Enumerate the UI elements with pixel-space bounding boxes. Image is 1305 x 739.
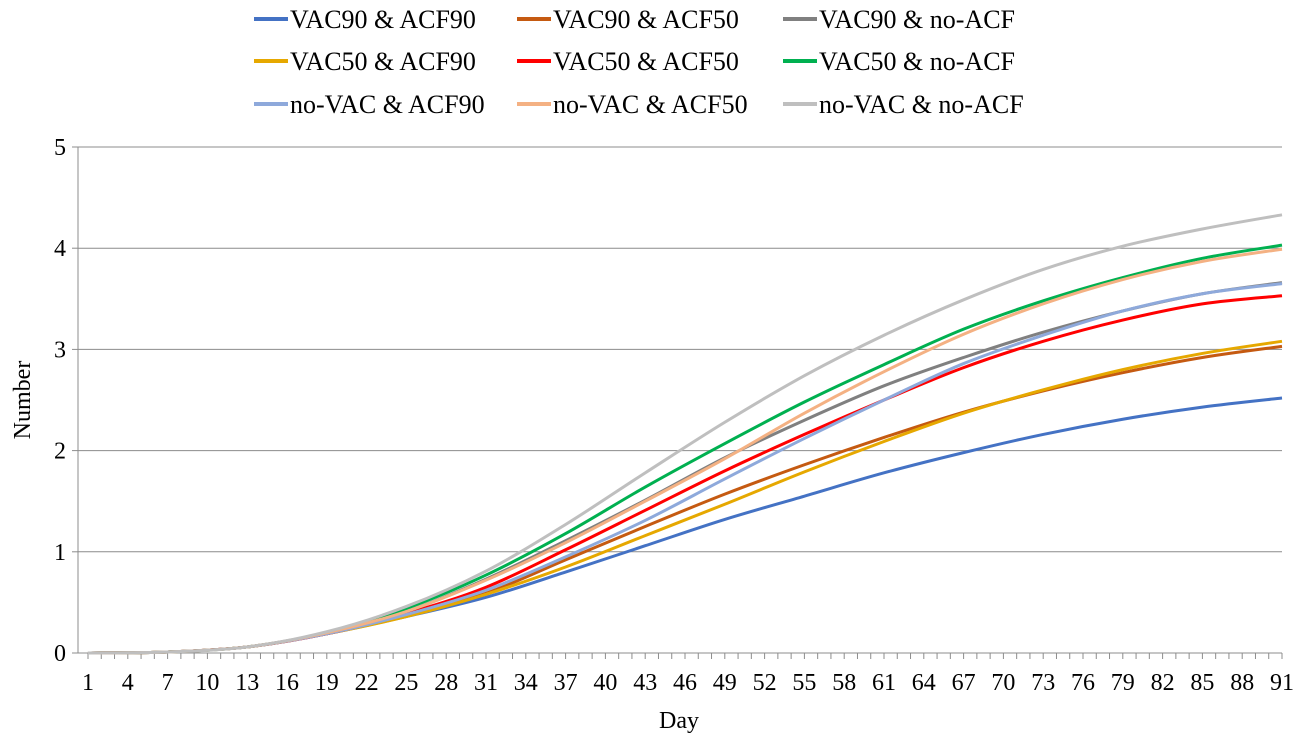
x-tick-label: 25	[394, 670, 418, 696]
legend-item: no-VAC & no-ACF	[783, 90, 1024, 119]
x-tick-label: 73	[1031, 670, 1055, 696]
series-line-7	[87, 282, 1283, 655]
x-tick-label: 16	[275, 670, 299, 696]
legend-label: no-VAC & ACF90	[290, 90, 485, 119]
x-tick-label: 88	[1230, 670, 1254, 696]
legend-label: VAC90 & no-ACF	[819, 5, 1015, 34]
x-tick-label: 13	[235, 670, 259, 696]
x-tick-label: 46	[673, 670, 697, 696]
legend-item: VAC50 & no-ACF	[783, 47, 1015, 76]
legend-item: VAC50 & ACF90	[254, 47, 476, 76]
legend-item: VAC90 & ACF50	[517, 5, 739, 34]
series-line-3	[87, 281, 1283, 655]
series-line-4	[87, 339, 1283, 655]
legend-label: no-VAC & no-ACF	[819, 90, 1024, 119]
legend-label: VAC50 & no-ACF	[819, 47, 1015, 76]
x-axis-title: Day	[659, 708, 699, 734]
x-tick-label: 61	[872, 670, 896, 696]
x-tick-label: 34	[514, 670, 538, 696]
y-axis-ticks: 0 1 2 3 4 5	[54, 135, 78, 667]
x-tick-label: 31	[474, 670, 498, 696]
x-tick-label: 19	[315, 670, 339, 696]
x-tick-label: 7	[162, 670, 174, 696]
x-tick-label: 49	[713, 670, 737, 696]
legend-item: no-VAC & ACF90	[254, 90, 485, 119]
y-tick-label: 4	[54, 236, 66, 262]
x-tick-label: 22	[355, 670, 379, 696]
x-tick-label: 10	[195, 670, 219, 696]
series-line-9	[87, 213, 1283, 655]
x-tick-label: 58	[832, 670, 856, 696]
y-axis-title: Number	[10, 361, 36, 440]
x-tick-label: 1	[82, 670, 94, 696]
x-tick-label: 79	[1111, 670, 1135, 696]
x-tick-label: 4	[122, 670, 134, 696]
gridlines	[78, 146, 1282, 553]
legend-label: VAC50 & ACF90	[290, 47, 476, 76]
legend-item: VAC90 & no-ACF	[783, 5, 1015, 34]
y-tick-label: 5	[54, 135, 66, 161]
x-tick-label: 70	[991, 670, 1015, 696]
x-tick-label: 64	[912, 670, 936, 696]
x-tick-label: 67	[952, 670, 976, 696]
legend-label: no-VAC & ACF50	[553, 90, 748, 119]
x-tick-label: 55	[792, 670, 816, 696]
x-tick-label: 37	[554, 670, 578, 696]
series-line-1	[87, 396, 1283, 655]
data-series	[87, 213, 1283, 655]
x-axis-ticks: 1 4 7 10 13 16 19 22 25 28 31 34 37 40 43 46 49 52 55 58 61 6…	[82, 653, 1294, 696]
x-tick-label: 76	[1071, 670, 1095, 696]
axes	[77, 147, 1282, 654]
x-tick-label: 85	[1190, 670, 1214, 696]
x-tick-label: 40	[593, 670, 617, 696]
series-line-8	[87, 247, 1283, 655]
x-tick-label: 91	[1270, 670, 1294, 696]
x-tick-label: 52	[753, 670, 777, 696]
legend-item: VAC50 & ACF50	[517, 47, 739, 76]
legend-item: VAC90 & ACF90	[254, 5, 476, 34]
y-tick-label: 1	[54, 540, 66, 566]
x-tick-label: 43	[633, 670, 657, 696]
y-tick-label: 2	[54, 439, 66, 465]
y-tick-label: 3	[54, 337, 66, 363]
y-tick-label: 0	[54, 641, 66, 667]
series-line-6	[87, 243, 1283, 655]
legend-item: no-VAC & ACF50	[517, 90, 748, 119]
chart-legend: VAC90 & ACF90 VAC90 & ACF50 VAC90 & no-ACF…	[254, 5, 1024, 119]
legend-label: VAC90 & ACF50	[553, 5, 739, 34]
legend-label: VAC90 & ACF90	[290, 5, 476, 34]
x-tick-label: 28	[434, 670, 458, 696]
x-tick-label: 82	[1151, 670, 1175, 696]
legend-label: VAC50 & ACF50	[553, 47, 739, 76]
